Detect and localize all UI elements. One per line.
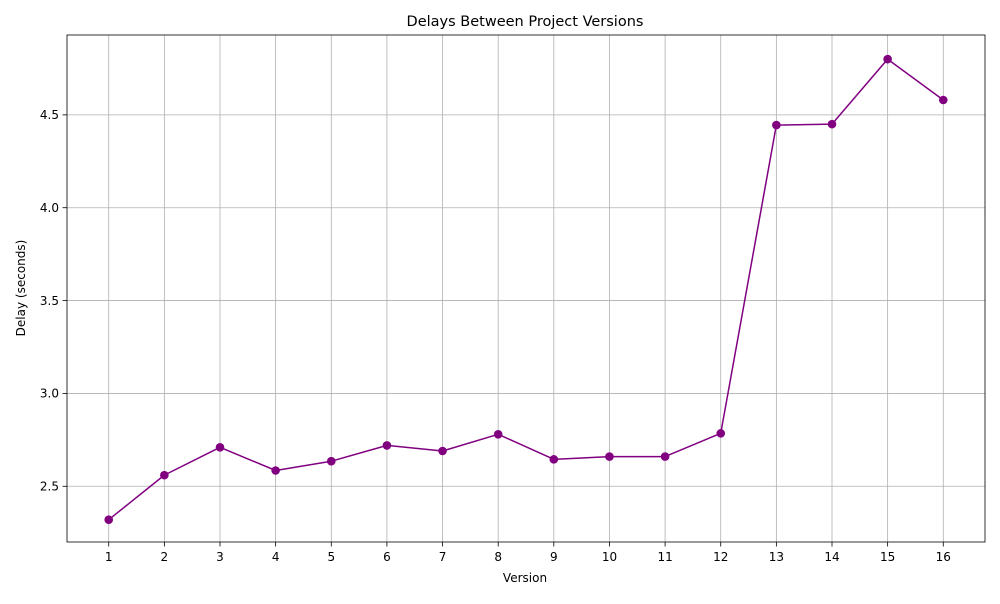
y-tick-label: 2.5 <box>40 480 59 494</box>
x-tick-label: 13 <box>769 550 784 564</box>
axes-frame <box>66 34 986 543</box>
series-line <box>108 58 944 521</box>
axis-ticks: 1 2 3 4 5 6 7 8 9 10 11 12 13 14 15 162.53.03.54.04.5 <box>40 108 951 564</box>
x-tick-label: 6 <box>383 550 391 564</box>
data-point <box>160 470 169 480</box>
x-tick-label: 3 <box>216 550 224 564</box>
data-point <box>605 452 614 461</box>
data-point <box>549 455 559 464</box>
x-tick-label: 1 <box>105 550 113 564</box>
y-tick-label: 4.5 <box>40 108 59 122</box>
data-point <box>438 446 447 456</box>
x-tick-label: 5 <box>327 550 335 564</box>
data-point <box>827 119 837 129</box>
grid <box>67 35 985 542</box>
data-point <box>716 429 726 438</box>
data-point <box>660 452 670 461</box>
y-tick-label: 4.0 <box>40 201 59 215</box>
x-tick-label: 9 <box>550 550 558 564</box>
x-tick-label: 8 <box>494 550 502 564</box>
y-axis-label: Delay (seconds) <box>14 240 28 337</box>
plot-frame <box>66 34 986 543</box>
x-tick-label: 2 <box>161 550 169 564</box>
data-point <box>493 429 503 439</box>
x-tick-label: 15 <box>880 550 895 564</box>
data-point <box>382 441 392 450</box>
y-tick-label: 3.0 <box>40 387 59 401</box>
data-point <box>772 120 781 130</box>
x-tick-label: 4 <box>272 550 280 564</box>
x-tick-label: 12 <box>713 550 728 564</box>
x-axis-label: Version <box>503 571 547 585</box>
data-point <box>104 515 114 525</box>
data-point <box>215 442 225 452</box>
x-tick-label: 7 <box>439 550 447 564</box>
chart-title: Delays Between Project Versions <box>407 14 644 30</box>
x-tick-label: 14 <box>824 550 839 564</box>
series-layer <box>104 54 948 525</box>
x-tick-label: 16 <box>936 550 951 564</box>
x-tick-label: 11 <box>657 550 672 564</box>
data-point <box>326 456 336 466</box>
x-tick-label: 10 <box>602 550 617 564</box>
data-point <box>938 95 948 105</box>
y-tick-label: 3.5 <box>40 294 59 308</box>
data-point <box>271 466 280 475</box>
data-point <box>883 54 892 64</box>
